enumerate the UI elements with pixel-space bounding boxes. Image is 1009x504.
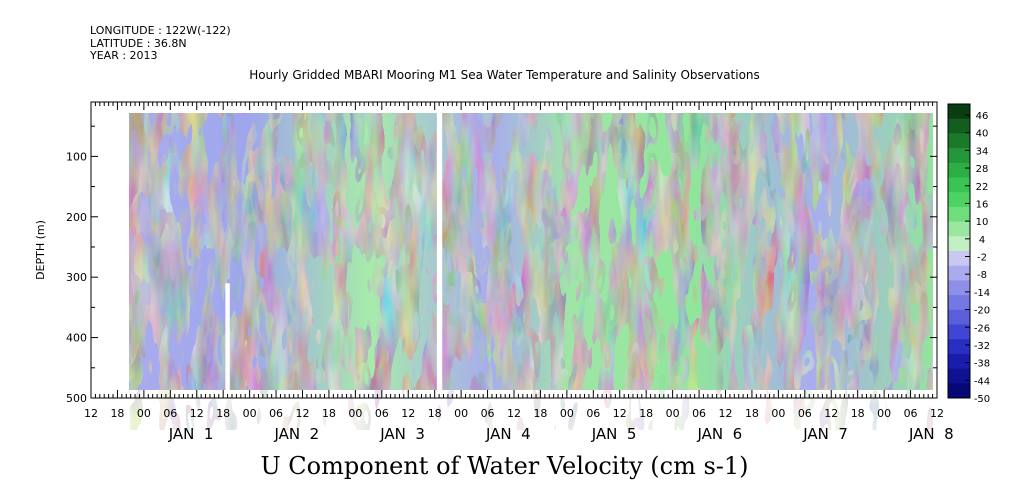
x-hour-label: 18 <box>639 407 653 420</box>
x-hour-label: 18 <box>533 407 547 420</box>
colorbar-frame <box>947 103 971 399</box>
x-hour-label: 06 <box>904 407 918 420</box>
colorbar-label: -32 <box>974 341 990 352</box>
heatmap-strong-patches <box>129 153 933 430</box>
x-hour-label: 00 <box>877 407 891 420</box>
x-hour-label: 00 <box>771 407 785 420</box>
x-day-label: JAN 4 <box>485 425 531 443</box>
x-hour-label: 18 <box>428 407 442 420</box>
x-hour-label: 06 <box>586 407 600 420</box>
x-hour-label: 06 <box>481 407 495 420</box>
colorbar-swatch <box>948 295 970 311</box>
latitude-label: LATITUDE : 36.8N <box>90 37 187 50</box>
colorbar-swatch <box>948 162 970 178</box>
x-hour-label: 18 <box>851 407 865 420</box>
colorbar-label: 34 <box>976 146 989 157</box>
x-hour-label: 18 <box>322 407 336 420</box>
colorbar-swatch <box>948 368 970 384</box>
colorbar-swatch <box>948 339 970 355</box>
x-hour-label: 00 <box>666 407 680 420</box>
y-tick-label: 100 <box>66 150 87 163</box>
x-hour-label: 06 <box>798 407 812 420</box>
chart-title: Hourly Gridded MBARI Mooring M1 Sea Wate… <box>249 68 760 82</box>
x-hour-label: 06 <box>692 407 706 420</box>
colorbar-swatch <box>948 192 970 208</box>
y-tick-label: 300 <box>66 271 87 284</box>
x-hour-label: 12 <box>507 407 521 420</box>
colorbar-label: -44 <box>974 376 990 387</box>
colorbar-label: 46 <box>976 111 989 122</box>
colorbar-swatch <box>948 251 970 267</box>
x-day-label: JAN 2 <box>274 425 320 443</box>
colorbar-swatch <box>948 383 970 399</box>
x-hour-label: 12 <box>824 407 838 420</box>
x-day-label: JAN 1 <box>168 425 214 443</box>
x-hour-label: 00 <box>243 407 257 420</box>
x-hour-label: 06 <box>375 407 389 420</box>
x-hour-label: 12 <box>930 407 944 420</box>
colorbar-label: 10 <box>976 217 989 228</box>
x-hour-label: 00 <box>560 407 574 420</box>
x-hour-label: 12 <box>190 407 204 420</box>
colorbar-label: -50 <box>974 394 990 405</box>
colorbar-swatch <box>948 133 970 149</box>
colorbar-swatch <box>948 118 970 134</box>
x-day-label: JAN 3 <box>379 425 425 443</box>
colorbar-swatch <box>948 104 970 120</box>
x-hour-label: 12 <box>401 407 415 420</box>
colorbar-swatch <box>948 148 970 164</box>
colorbar-label: -26 <box>974 323 990 334</box>
colorbar-label: 40 <box>976 129 989 140</box>
heatmap-field <box>129 111 933 430</box>
data-gap-0 <box>225 283 230 400</box>
y-tick-label: 400 <box>66 332 87 345</box>
colorbar-swatch <box>948 177 970 193</box>
colorbar-swatch <box>948 280 970 296</box>
x-hour-label: 12 <box>84 407 98 420</box>
x-hour-label: 18 <box>216 407 230 420</box>
x-hour-label: 06 <box>163 407 177 420</box>
colorbar-swatch <box>948 236 970 252</box>
colorbar-label: -8 <box>977 270 987 281</box>
colorbar-swatch <box>948 353 970 370</box>
x-day-label: JAN 5 <box>591 425 637 443</box>
x-hour-label: 00 <box>454 407 468 420</box>
colorbar-label: -2 <box>977 253 987 264</box>
longitude-label: LONGITUDE : 122W(-122) <box>90 24 231 37</box>
y-tick-label: 500 <box>66 392 87 405</box>
colorbar-label: 4 <box>979 235 985 246</box>
colorbar-swatch <box>948 206 970 223</box>
year-label: YEAR : 2013 <box>90 49 158 62</box>
x-axis-title: U Component of Water Velocity (cm s-1) <box>260 452 749 480</box>
colorbar-swatch <box>948 324 970 340</box>
colorbar-swatch <box>948 309 970 325</box>
data-gap-1 <box>436 111 443 400</box>
colorbar-swatch <box>948 221 970 237</box>
x-hour-label: 12 <box>719 407 733 420</box>
colorbar: 46 40 34 28 22 16 10 4 -2 -8 -14 -20 -26 -32 -38 -44 -50 <box>947 103 990 405</box>
x-hour-label: 18 <box>745 407 759 420</box>
colorbar-label: -38 <box>974 359 990 370</box>
colorbar-label: -14 <box>974 288 990 299</box>
axes: 100 200 300 400 500 DEPTH (m) 12 18 00 06 12 18 00 06… <box>34 101 954 443</box>
x-day-label: JAN 6 <box>697 425 743 443</box>
colorbar-label: -20 <box>974 306 990 317</box>
x-hour-label: 06 <box>269 407 283 420</box>
x-hour-label: 12 <box>613 407 627 420</box>
x-hour-label: 00 <box>137 407 151 420</box>
colorbar-label: 28 <box>976 164 989 175</box>
colorbar-label: 22 <box>976 182 989 193</box>
x-day-label: JAN 8 <box>908 425 954 443</box>
x-hour-label: 00 <box>348 407 362 420</box>
x-day-label: JAN 7 <box>802 425 848 443</box>
x-hour-label: 12 <box>296 407 310 420</box>
colorbar-swatch <box>948 265 970 281</box>
y-axis-title: DEPTH (m) <box>34 220 47 280</box>
y-tick-label: 200 <box>66 211 87 224</box>
colorbar-label: 16 <box>976 199 989 210</box>
x-hour-label: 18 <box>110 407 124 420</box>
